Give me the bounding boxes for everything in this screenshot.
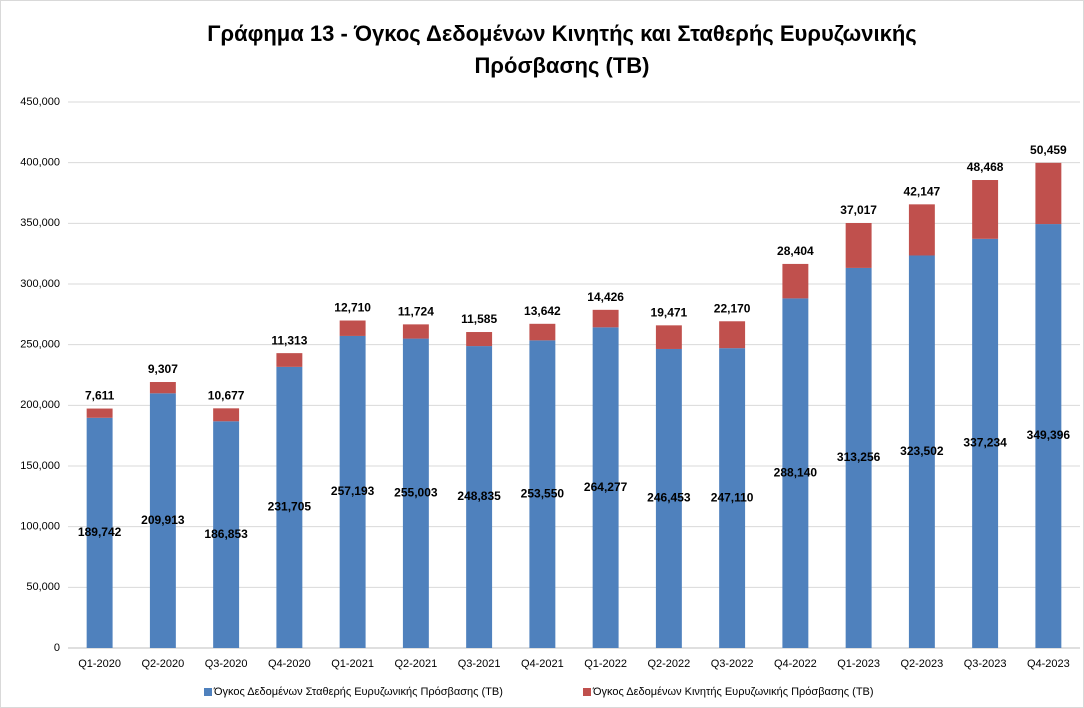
x-tick-label: Q2-2020 — [141, 658, 184, 670]
data-label: 255,003 — [394, 485, 438, 499]
x-tick-label: Q4-2022 — [774, 658, 817, 670]
data-label: 247,110 — [711, 490, 754, 504]
y-tick-label: 300,000 — [20, 278, 60, 290]
y-tick-label: 350,000 — [20, 217, 60, 229]
data-label: 10,677 — [208, 389, 245, 403]
bar-segment — [719, 321, 746, 349]
data-label: 11,585 — [461, 312, 497, 326]
data-label: 186,853 — [204, 527, 248, 541]
bar-segment — [719, 348, 746, 648]
y-tick-label: 150,000 — [20, 460, 60, 472]
bar-segment — [845, 223, 872, 268]
bar-segment — [213, 421, 240, 648]
data-label: 13,642 — [524, 304, 561, 318]
data-label: 11,313 — [271, 333, 307, 347]
bar-segment — [213, 408, 240, 422]
data-label: 14,426 — [587, 290, 624, 304]
bar-segment — [466, 332, 493, 347]
data-label: 313,256 — [837, 450, 881, 464]
bar-segment — [276, 353, 303, 367]
data-label: 50,459 — [1030, 143, 1067, 157]
bar-segment — [655, 348, 682, 648]
y-tick-label: 250,000 — [20, 339, 60, 351]
bar-segment — [529, 323, 556, 341]
data-label: 19,471 — [651, 306, 688, 320]
data-label: 246,453 — [647, 491, 691, 505]
data-label: 349,396 — [1027, 428, 1071, 442]
legend-label: Όγκος Δεδομένων Σταθερής Ευρυζωνικής Πρό… — [213, 686, 503, 698]
bar-segment — [782, 298, 809, 648]
x-tick-label: Q3-2020 — [205, 658, 248, 670]
data-label: 42,147 — [904, 185, 941, 199]
bar-segment — [972, 180, 999, 239]
x-tick-label: Q1-2021 — [331, 658, 374, 670]
bar-segment — [782, 263, 809, 299]
x-tick-label: Q2-2022 — [647, 658, 690, 670]
y-tick-label: 450,000 — [20, 96, 60, 108]
bar-segment — [339, 335, 366, 648]
data-label: 7,611 — [85, 389, 115, 403]
data-label: 22,170 — [714, 301, 751, 315]
data-label: 253,550 — [521, 486, 565, 500]
bar-segment — [86, 408, 113, 418]
data-label: 11,724 — [398, 305, 434, 319]
bar-segment — [402, 324, 429, 339]
data-label: 12,710 — [334, 301, 371, 315]
data-label: 37,017 — [840, 203, 877, 217]
bar-segment — [655, 325, 682, 349]
x-tick-label: Q2-2023 — [900, 658, 943, 670]
y-tick-label: 200,000 — [20, 399, 60, 411]
bar-segment — [149, 382, 176, 394]
bar-segment — [339, 320, 366, 336]
x-tick-label: Q1-2023 — [837, 658, 880, 670]
bar-segment — [908, 255, 935, 648]
data-label: 257,193 — [331, 484, 375, 498]
bar-segment — [86, 417, 113, 648]
x-tick-label: Q2-2021 — [394, 658, 437, 670]
data-label: 323,502 — [900, 444, 944, 458]
bar-segment — [908, 204, 935, 256]
y-tick-label: 400,000 — [20, 157, 60, 169]
data-label: 288,140 — [774, 465, 818, 479]
bar-segment — [972, 238, 999, 648]
bar-segment — [149, 393, 176, 648]
data-label: 337,234 — [963, 436, 1007, 450]
bar-segment — [592, 309, 619, 328]
x-tick-label: Q3-2021 — [458, 658, 501, 670]
data-label: 9,307 — [148, 362, 178, 376]
legend-label: Όγκος Δεδομένων Κινητής Ευρυζωνικής Πρόσ… — [592, 686, 874, 698]
bar-segment — [529, 340, 556, 648]
chart-title: Γράφημα 13 - Όγκος Δεδομένων Κινητής και… — [207, 21, 917, 78]
data-label: 231,705 — [268, 500, 312, 514]
data-label: 48,468 — [967, 160, 1004, 174]
legend-swatch — [204, 688, 212, 696]
x-tick-label: Q1-2020 — [78, 658, 121, 670]
y-tick-label: 100,000 — [20, 521, 60, 533]
x-tick-label: Q3-2023 — [964, 658, 1007, 670]
bar-segment — [1035, 224, 1062, 648]
data-label: 189,742 — [78, 525, 122, 539]
y-tick-label: 0 — [54, 642, 60, 654]
bar-segment — [1035, 162, 1062, 225]
data-label: 248,835 — [457, 489, 501, 503]
bar-segment — [402, 338, 429, 648]
x-tick-label: Q4-2023 — [1027, 658, 1070, 670]
data-label: 209,913 — [141, 513, 185, 527]
bar-segment — [276, 366, 303, 648]
x-tick-label: Q4-2021 — [521, 658, 564, 670]
legend-swatch — [583, 688, 591, 696]
data-label: 28,404 — [777, 244, 814, 258]
x-tick-label: Q4-2020 — [268, 658, 311, 670]
bar-segment — [592, 327, 619, 648]
x-tick-label: Q1-2022 — [584, 658, 627, 670]
data-label: 264,277 — [584, 480, 628, 494]
x-tick-label: Q3-2022 — [711, 658, 754, 670]
bar-segment — [466, 346, 493, 648]
bar-segment — [845, 267, 872, 648]
y-tick-label: 50,000 — [26, 581, 60, 593]
